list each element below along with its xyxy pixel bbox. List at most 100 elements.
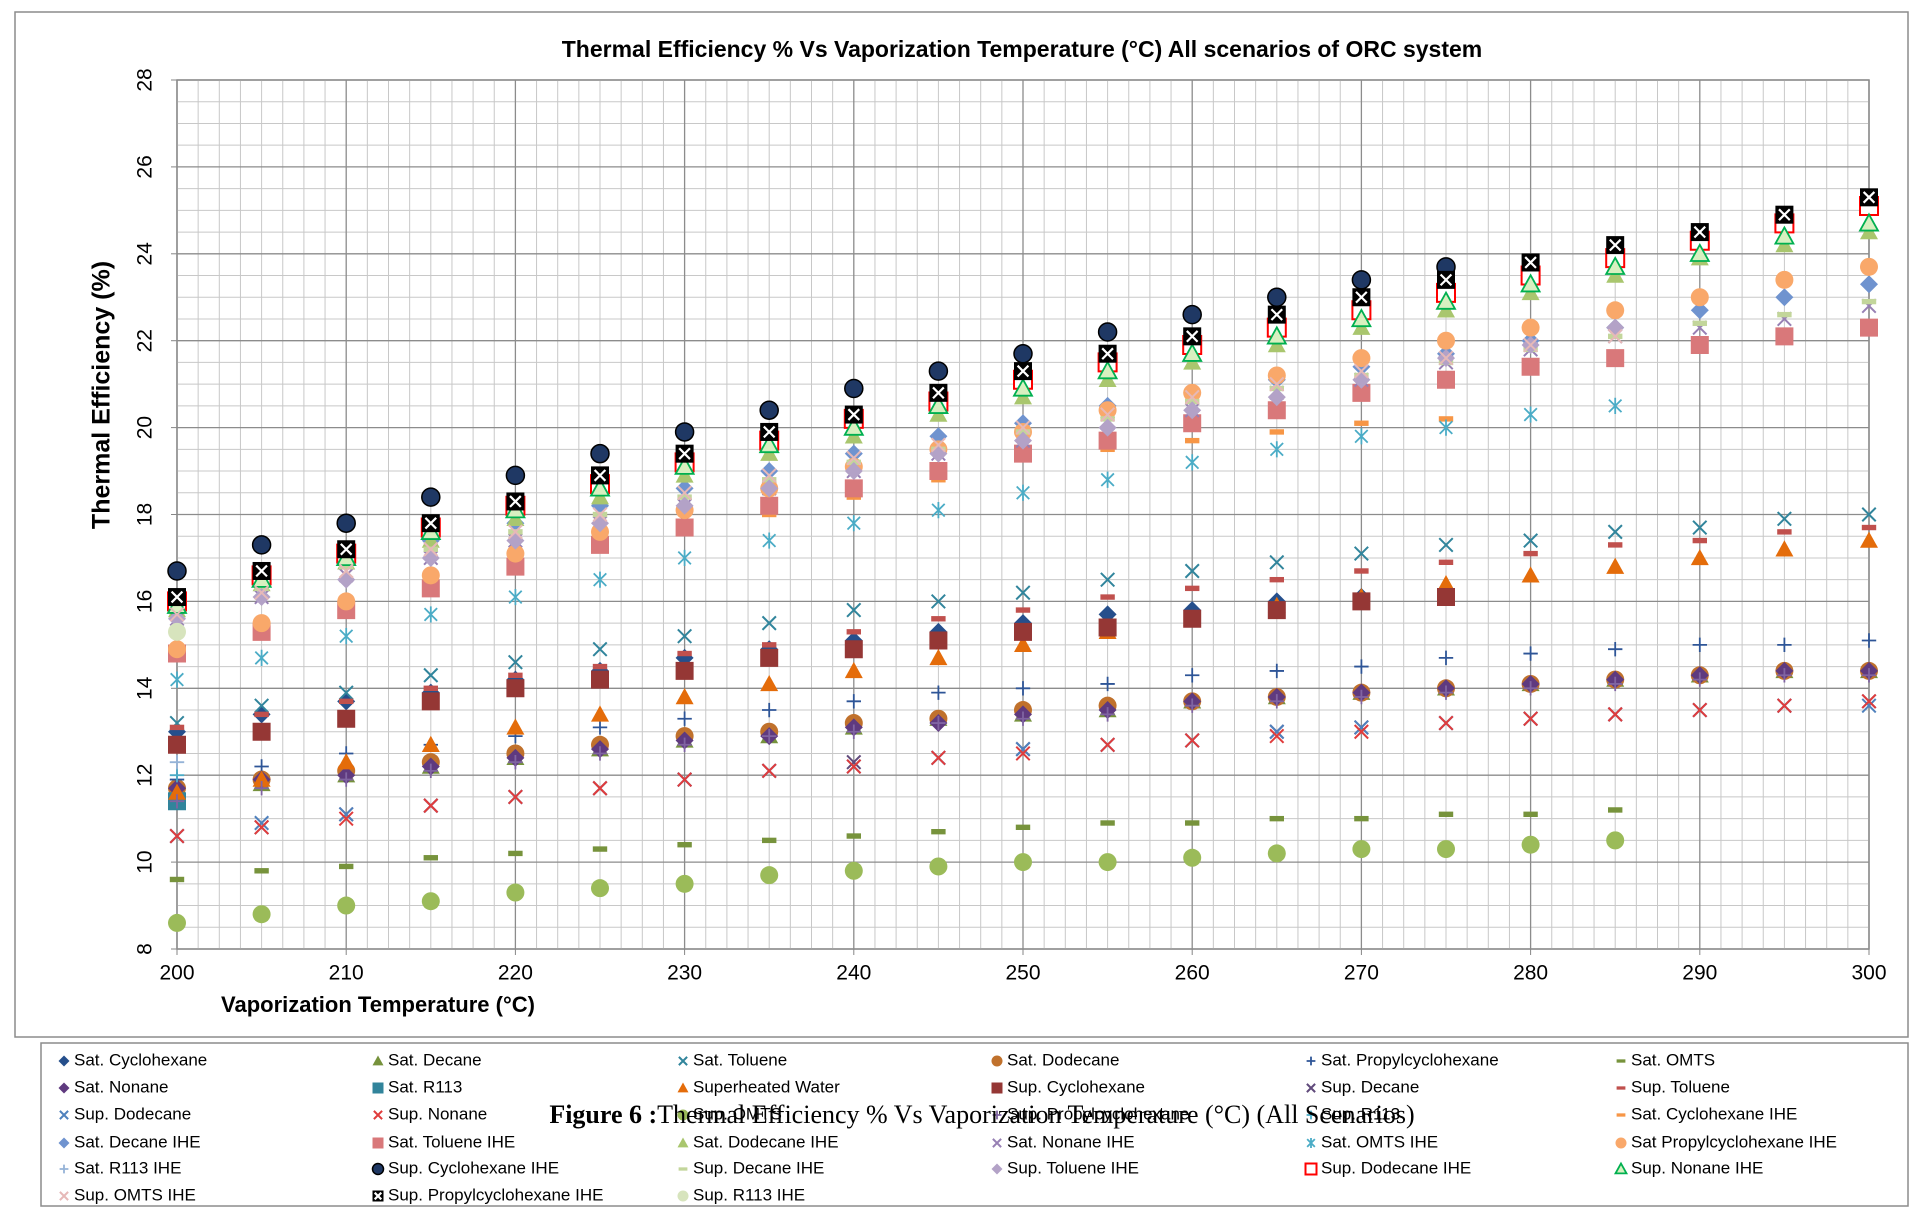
marker [1100,572,1116,588]
marker [592,720,608,735]
marker [931,715,946,731]
plot-marks [166,188,1880,932]
marker [507,654,523,670]
marker [929,462,948,481]
marker [1353,724,1369,740]
marker [508,850,523,857]
marker [1097,360,1119,380]
marker [992,1138,1002,1148]
marker [423,798,439,814]
marker [1437,370,1455,389]
marker [846,602,862,618]
marker [929,383,948,402]
marker [1690,548,1709,566]
legend-label: Sup. OMTS [693,1104,782,1123]
marker [1860,275,1878,294]
marker [1690,223,1709,242]
marker [1269,663,1284,679]
marker [1354,420,1369,426]
marker [844,661,863,679]
marker [677,842,692,848]
marker [1353,719,1369,735]
marker [1606,301,1625,320]
y-tick-label: 28 [134,68,157,91]
marker [592,846,608,852]
marker [761,615,777,631]
marker [421,487,441,507]
marker [931,828,946,835]
marker [592,641,608,657]
marker [1777,311,1792,318]
legend-label: Sat. R113 IHE [74,1158,181,1177]
marker [1860,257,1878,276]
caption-label: Figure 6 : [549,1100,657,1129]
marker-cross [255,564,268,578]
marker [1266,325,1288,345]
figure-caption: Figure 6 :Thermal Efficiency % Vs Vapori… [549,1100,1414,1129]
legend-label: Sat Propylcyclohexane IHE [1631,1132,1837,1151]
marker [1098,344,1117,363]
marker [338,563,354,579]
marker [1015,681,1031,696]
marker [931,502,946,519]
marker [1014,635,1032,653]
marker [846,515,861,532]
marker [1183,414,1202,433]
marker [339,628,354,645]
marker [1690,336,1709,355]
marker [759,400,779,420]
y-axis-label: Thermal Efficiency (%) [88,261,116,529]
marker [675,496,694,515]
marker [762,532,777,549]
marker [1183,383,1202,402]
marker [675,661,694,680]
x-tick-label: 260 [1175,962,1210,985]
marker-cross [340,543,353,556]
marker [1608,807,1623,813]
marker [1354,428,1369,445]
marker [372,1190,384,1202]
marker [762,728,777,744]
marker [506,557,525,576]
marker [1861,698,1877,714]
legend-label: Sup. R113 [1321,1104,1400,1123]
marker [1521,566,1540,583]
marker [1438,811,1454,818]
marker [1097,322,1118,342]
marker [1014,622,1032,641]
legend-label: Sat. Nonane IHE [1007,1132,1135,1151]
marker-cross [1609,238,1622,252]
marker-cross [1862,191,1876,204]
marker [59,1110,69,1120]
marker [372,1055,384,1066]
marker [1352,840,1371,859]
marker [1350,308,1372,328]
marker [252,770,271,787]
marker [1437,840,1455,859]
marker [1616,1059,1626,1063]
marker [1861,693,1877,709]
marker [591,879,609,898]
marker [1304,1162,1318,1176]
marker [1015,585,1031,601]
marker [591,705,609,722]
marker-cross [1101,347,1114,360]
marker [1775,205,1794,224]
marker [1604,255,1626,275]
x-tick-label: 300 [1851,962,1886,985]
y-tick-label: 12 [134,764,157,787]
marker [844,444,863,463]
marker [846,759,862,774]
marker [762,837,777,844]
marker [1185,454,1200,471]
marker [168,609,186,628]
marker [677,485,693,501]
legend-label: Sup. Nonane [388,1104,487,1123]
marker [1776,698,1792,714]
marker [1269,429,1284,435]
marker [1773,225,1795,245]
marker [423,763,438,779]
y-tick-label: 20 [134,416,157,439]
marker-cross [1439,273,1453,287]
marker [674,455,696,475]
